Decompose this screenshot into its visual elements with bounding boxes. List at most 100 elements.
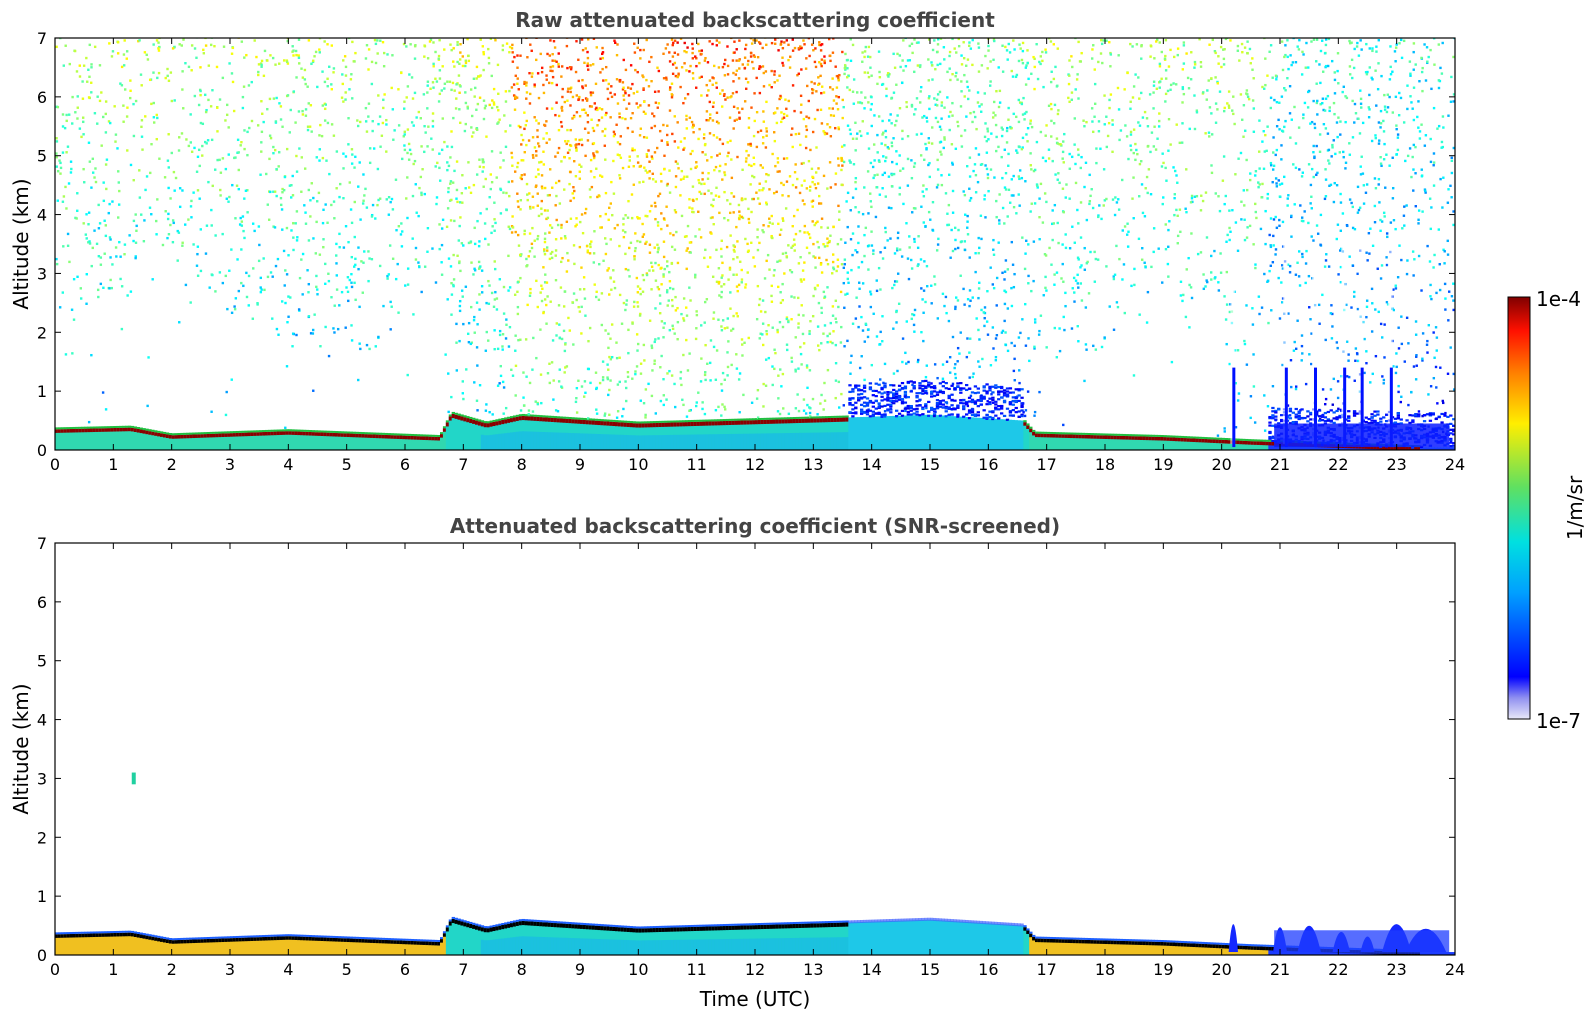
noise-pixel [472, 183, 476, 187]
noise-pixel [625, 399, 628, 403]
noise-pixel [493, 329, 496, 332]
noise-pixel [109, 256, 112, 259]
noise-pixel [645, 155, 649, 158]
boundary-layer-cell [886, 416, 890, 450]
layer-top-cell [224, 433, 228, 437]
noise-pixel [781, 46, 785, 50]
noise-pixel [271, 275, 274, 278]
noise-pixel [350, 221, 354, 225]
noise-pixel [462, 322, 465, 326]
layer-edge-cell [760, 417, 765, 420]
noise-pixel [820, 85, 824, 88]
noise-pixel [790, 270, 794, 274]
layer-top-cell [641, 423, 645, 428]
noise-pixel [517, 205, 520, 209]
noise-pixel [851, 137, 855, 140]
noise-pixel [246, 211, 249, 214]
layer-edge-cell [725, 418, 730, 421]
noise-pixel [408, 73, 411, 76]
noise-pixel [536, 192, 539, 195]
layer-top-cell [842, 417, 846, 422]
noise-pixel [252, 267, 255, 270]
noise-pixel [778, 74, 781, 77]
noise-pixel [622, 407, 625, 411]
noise-pixel [441, 117, 444, 120]
layer-top-cell [244, 432, 248, 437]
noise-pixel [196, 274, 200, 277]
noise-pixel [555, 60, 558, 63]
noise-pixel [686, 369, 690, 372]
layer-edge-cell [839, 415, 843, 418]
noise-pixel [793, 171, 797, 174]
layer-top-cell [253, 432, 257, 436]
noise-pixel [469, 191, 473, 195]
noise-pixel [685, 338, 688, 342]
noise-pixel [866, 244, 870, 248]
noise-pixel [755, 397, 759, 400]
layer-edge-cell [556, 416, 560, 419]
noise-pixel [493, 260, 496, 263]
noise-pixel [829, 114, 833, 117]
noise-pixel [514, 96, 517, 99]
boundary-layer-cell [466, 418, 470, 450]
noise-pixel [911, 51, 914, 55]
boundary-layer-cell [722, 434, 727, 450]
noise-pixel [449, 156, 452, 159]
layer-top-cell [154, 432, 158, 436]
noise-pixel [332, 200, 336, 203]
noise-pixel [867, 101, 870, 104]
noise-pixel [307, 282, 311, 286]
noise-pixel [426, 91, 429, 94]
noise-pixel [623, 90, 627, 93]
layer-edge-cell [737, 418, 741, 421]
noise-pixel [177, 231, 181, 234]
noise-pixel [111, 50, 115, 53]
noise-pixel [868, 409, 873, 412]
noise-pixel [402, 42, 406, 46]
boundary-layer-cell [609, 434, 613, 450]
layer-edge-cell [329, 430, 333, 433]
noise-pixel [603, 412, 607, 415]
noise-pixel [723, 327, 727, 330]
noise-pixel [801, 199, 805, 202]
boundary-layer-cell [192, 434, 196, 450]
noise-pixel [846, 339, 849, 343]
noise-pixel [905, 362, 908, 365]
noise-pixel [809, 415, 812, 418]
noise-pixel [639, 164, 642, 168]
layer-top-cell [775, 419, 779, 424]
noise-pixel [630, 216, 634, 220]
noise-pixel [906, 59, 910, 62]
noise-pixel [588, 252, 592, 255]
noise-pixel [239, 216, 242, 220]
noise-pixel [65, 113, 68, 117]
noise-pixel [119, 255, 122, 258]
layer-top-cell [827, 418, 832, 423]
noise-pixel [520, 173, 524, 177]
boundary-layer-cell [472, 419, 476, 450]
noise-pixel [941, 403, 945, 406]
noise-pixel [61, 151, 65, 154]
noise-pixel [714, 194, 718, 197]
layer-top-cell [259, 432, 263, 436]
boundary-layer-cell [795, 432, 800, 450]
noise-pixel [854, 121, 857, 125]
noise-pixel [905, 105, 908, 109]
noise-pixel [718, 152, 722, 156]
noise-pixel [461, 380, 465, 383]
noise-pixel [624, 230, 627, 234]
layer-edge-cell [507, 416, 511, 419]
noise-pixel [921, 387, 925, 390]
noise-pixel [407, 158, 411, 161]
boundary-layer-cell [352, 433, 356, 450]
noise-pixel [807, 99, 810, 103]
noise-pixel [714, 408, 718, 412]
layer-top-cell [489, 422, 493, 427]
noise-pixel [934, 68, 937, 71]
noise-pixel [811, 91, 814, 95]
noise-pixel [912, 381, 916, 384]
noise-pixel [285, 147, 289, 151]
boundary-layer-cell [87, 428, 91, 450]
noise-pixel [650, 155, 654, 158]
boundary-layer-cell [364, 434, 368, 450]
